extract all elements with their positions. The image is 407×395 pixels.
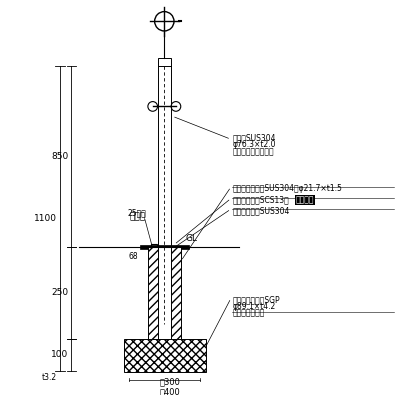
Bar [140,245,188,248]
Text: 支柱　SUS304: 支柱 SUS304 [233,134,276,143]
Text: 25みり: 25みり [128,209,147,218]
Text: t3.2: t3.2 [42,373,57,382]
Text: フタ付ケース　SGP: フタ付ケース SGP [233,295,281,304]
Text: 68: 68 [129,252,138,261]
Bar [124,339,206,372]
Circle shape [148,102,158,111]
Text: 電解研磨: 電解研磨 [296,196,314,205]
Bar [151,244,157,250]
Text: 100: 100 [51,350,68,359]
Bar [171,247,181,339]
Bar [148,247,158,339]
Text: 溶融亜鎉メッキ: 溶融亜鎉メッキ [233,308,265,318]
Text: 電解研磨: 電解研磨 [296,196,314,205]
Text: φ89.1×t4.2: φ89.1×t4.2 [233,302,276,311]
Text: 1100: 1100 [34,214,57,223]
Text: 250: 250 [51,288,68,297]
Text: GL: GL [186,234,198,243]
Text: 、400: 、400 [160,387,180,395]
Bar [158,58,171,66]
Bar [158,247,171,339]
Text: ヘアーライン仕上げ: ヘアーライン仕上げ [233,147,275,156]
Text: 850: 850 [51,152,68,161]
Text: 、300: 、300 [160,377,180,386]
Text: φ76.3×t2.0: φ76.3×t2.0 [233,140,276,149]
Text: ガイドパイプ　SUS304　φ21.7×t1.5: ガイドパイプ SUS304 φ21.7×t1.5 [233,184,343,193]
Text: 南京鍥: 南京鍥 [129,213,145,222]
Text: カギボルト　SUS304: カギボルト SUS304 [233,206,290,215]
Text: ケースフタ　SCS13: ケースフタ SCS13 [233,196,290,205]
Circle shape [171,102,181,111]
